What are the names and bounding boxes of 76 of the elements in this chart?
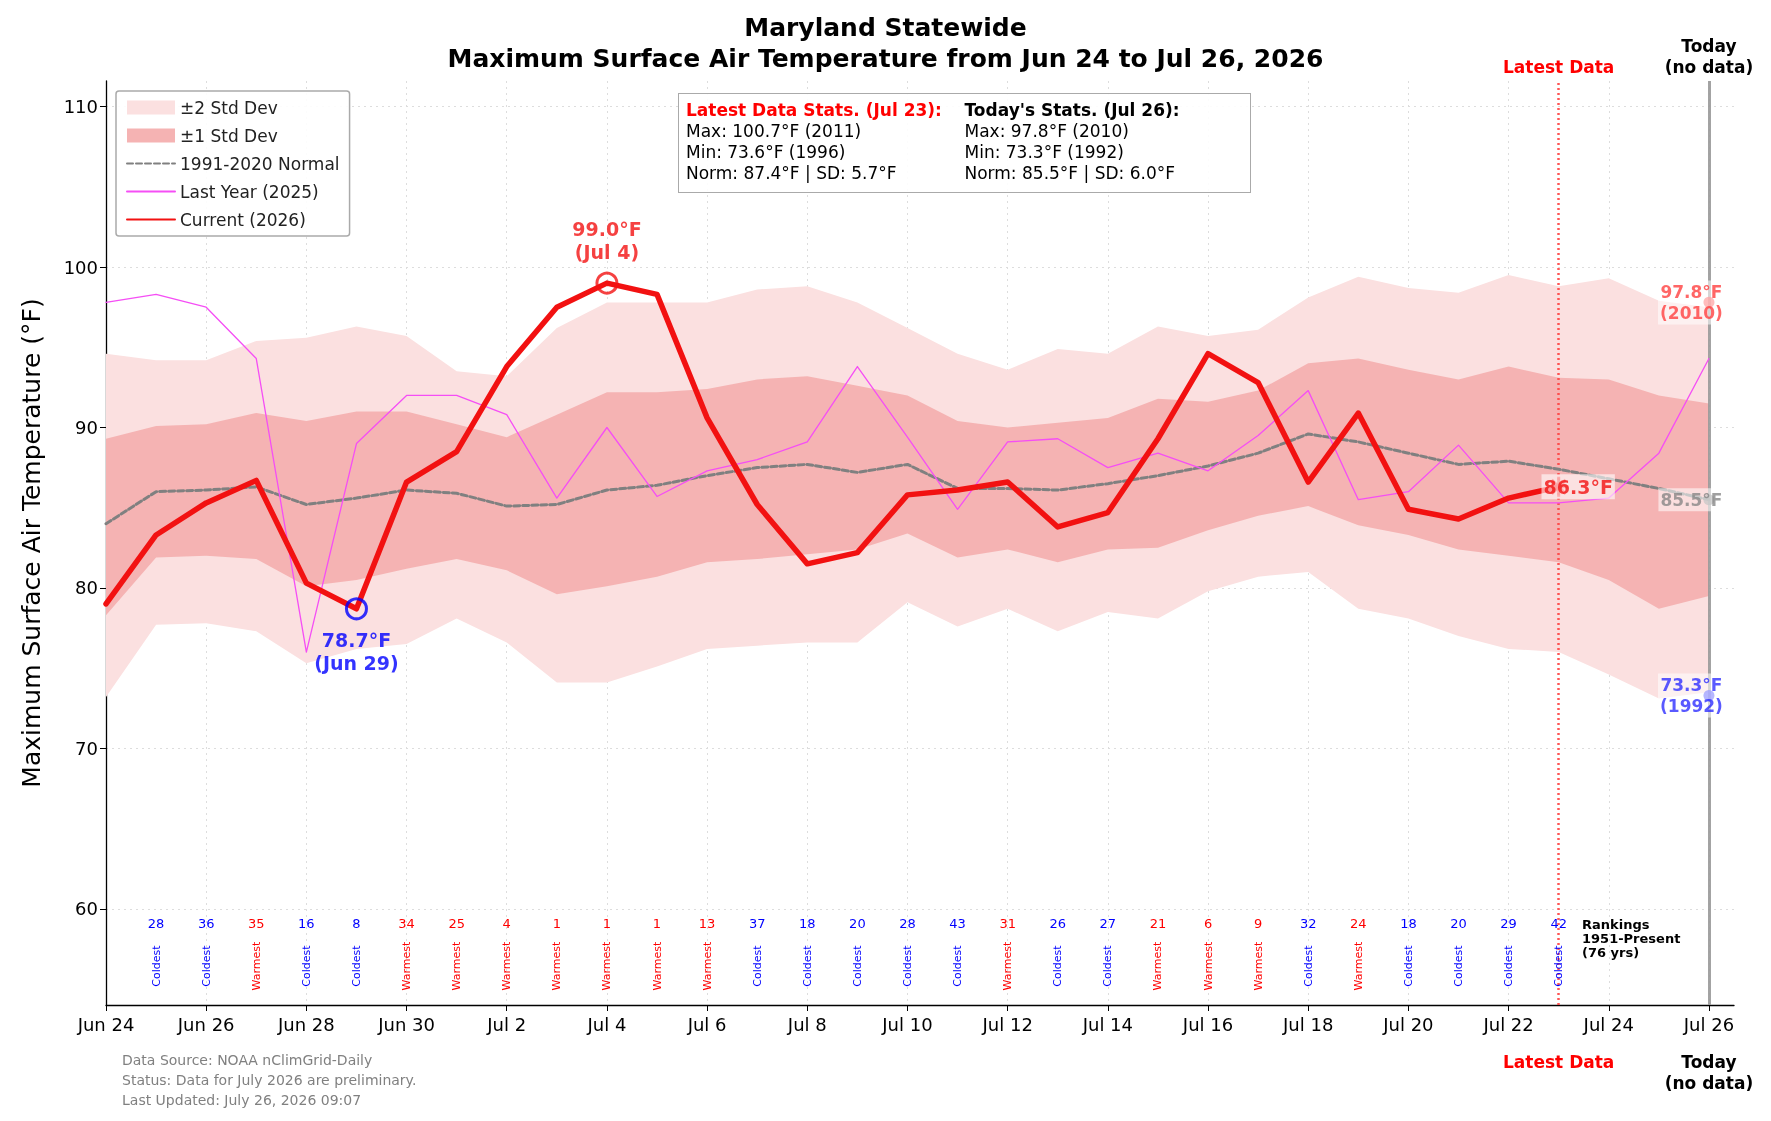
x-tick-label: Jun 26 bbox=[176, 1013, 235, 1035]
annotation: Rankings 1951-Present (76 yrs) bbox=[1582, 916, 1681, 960]
legend-label: ±2 Std Dev bbox=[180, 97, 278, 118]
y-tick-label: 90 bbox=[75, 417, 98, 438]
y-tick-label: 110 bbox=[63, 96, 98, 118]
annotation: 29 Coldest bbox=[1500, 916, 1517, 987]
x-tick-label: Jul 8 bbox=[786, 1013, 827, 1035]
x-tick-label: Jul 18 bbox=[1282, 1013, 1334, 1035]
annotation: 1 Warmest bbox=[650, 916, 664, 991]
annotation: 25 Warmest bbox=[448, 916, 465, 991]
y-tick-label: 80 bbox=[75, 577, 98, 599]
annotation: 26 Coldest bbox=[1049, 916, 1067, 987]
x-tick-label: Jul 10 bbox=[881, 1013, 933, 1035]
data-label: 86.3°F bbox=[1543, 475, 1613, 498]
x-tick-label: Jul 14 bbox=[1081, 1013, 1134, 1035]
x-tick-label: Jul 6 bbox=[686, 1013, 727, 1035]
y-tick-label: 70 bbox=[75, 737, 98, 759]
annotation: 42 Coldest bbox=[1550, 916, 1567, 987]
annotation: 21 Warmest bbox=[1149, 916, 1167, 991]
x-tick-label: Jul 2 bbox=[486, 1013, 527, 1035]
annotation: 9 Warmest bbox=[1251, 916, 1265, 991]
annotation: 8 Coldest bbox=[349, 916, 363, 987]
annotation: 18 Coldest bbox=[1400, 916, 1417, 987]
annotation: 31 Warmest bbox=[999, 916, 1016, 991]
legend-label: Last Year (2025) bbox=[180, 181, 319, 202]
y-tick-label: 100 bbox=[63, 256, 98, 278]
annotation: 1 Warmest bbox=[550, 916, 564, 991]
x-tick-label: Jun 30 bbox=[377, 1013, 435, 1035]
text: Latest Data bbox=[1503, 1051, 1615, 1072]
annotation: Today's Stats. (Jul 26): Max: 97.8°F (2010) Min: 73.3°F (1992) Norm: 85.5°F | SD: 6.0°F bbox=[964, 100, 1181, 184]
annotation: 4 Warmest bbox=[500, 916, 514, 991]
annotation: 16 Coldest bbox=[298, 916, 315, 987]
annotation: 35 Warmest bbox=[248, 916, 265, 991]
ref-line-label: Latest Data bbox=[1503, 56, 1615, 77]
annotation: Latest Data Stats. (Jul 23): Max: 100.7°F (2011) Min: 73.6°F (1996) Norm: 87.4°F | SD: 5.7°F bbox=[686, 100, 943, 184]
x-tick-label: Jul 26 bbox=[1682, 1013, 1735, 1035]
x-tick-label: Jun 28 bbox=[276, 1013, 335, 1035]
point bbox=[344, 597, 368, 621]
annotation: 13 Warmest bbox=[698, 916, 716, 991]
annotation: 6 Warmest bbox=[1201, 916, 1215, 991]
annotation: 28 Coldest bbox=[899, 916, 916, 987]
annotation: 32 Coldest bbox=[1299, 916, 1317, 987]
data-label: 97.8°F (2010) bbox=[1660, 281, 1723, 323]
annotation: 20 Coldest bbox=[849, 916, 866, 987]
annotation: 28 Coldest bbox=[147, 916, 165, 987]
legend-label: ±1 Std Dev bbox=[180, 125, 278, 146]
x-tick-label: Jun 24 bbox=[76, 1013, 135, 1035]
chart-title: Maryland Statewide bbox=[744, 13, 1027, 42]
legend-label: 1991-2020 Normal bbox=[180, 153, 340, 174]
annotation: 20 Coldest bbox=[1450, 916, 1467, 987]
y-axis-title: Maximum Surface Air Temperature (°F) bbox=[17, 298, 46, 788]
data-label: 73.3°F (1992) bbox=[1660, 674, 1723, 716]
x-tick-label: Jul 22 bbox=[1482, 1013, 1534, 1035]
x-tick-label: Jul 4 bbox=[586, 1013, 627, 1035]
text: Today (no data) bbox=[1664, 1051, 1754, 1093]
annotation: 34 Warmest bbox=[398, 916, 415, 991]
annotation: 18 Coldest bbox=[799, 916, 816, 987]
annotation: 1 Warmest bbox=[600, 916, 614, 991]
source-note: Data Source: NOAA nClimGrid-Daily Status: Data for July 2026 are preliminary. Last Updated: July 26, 2026 09:07 bbox=[122, 1052, 417, 1108]
x-tick-label: Jul 12 bbox=[981, 1013, 1033, 1035]
annotation: 27 Coldest bbox=[1099, 916, 1117, 987]
data-label: 99.0°F (Jul 4) bbox=[572, 218, 642, 264]
x-tick-label: Jul 16 bbox=[1181, 1013, 1234, 1035]
x-tick-label: Jul 24 bbox=[1582, 1013, 1634, 1035]
text-box: Latest Data Stats. (Jul 23): Max: 100.7°F (2011) Min: 73.6°F (1996) Norm: 87.4°F | SD: 5.7°F Today's Stats. (Jul 26): Max: 97.8°F (2010) Min: 73.3°F (1992) Norm: 85.5°F | SD: 6.0°F bbox=[678, 93, 1251, 193]
data-label: 85.5°F bbox=[1660, 489, 1723, 510]
annotation: 43 Coldest bbox=[949, 916, 966, 987]
annotation: 37 Coldest bbox=[748, 916, 766, 987]
data-label: 78.7°F (Jun 29) bbox=[314, 628, 399, 674]
legend-label: Current (2026) bbox=[180, 209, 306, 230]
ref-line-label: Today (no data) bbox=[1664, 35, 1754, 77]
annotation: 36 Coldest bbox=[197, 916, 215, 987]
x-tick-label: Jul 20 bbox=[1382, 1013, 1434, 1035]
y-tick-label: 60 bbox=[75, 898, 98, 920]
chart-subtitle: Maximum Surface Air Temperature from Jun 24 to Jul 26, 2026 bbox=[447, 44, 1324, 73]
annotation: 24 Warmest bbox=[1350, 916, 1367, 991]
